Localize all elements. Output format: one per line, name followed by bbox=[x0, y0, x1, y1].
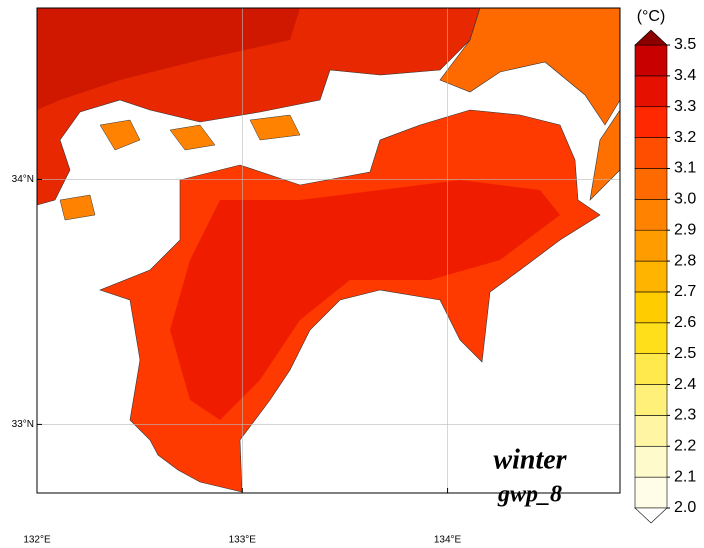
colorbar-bin bbox=[634, 445, 668, 478]
land-shikoku-core bbox=[170, 180, 560, 420]
colorbar-tick-label: 3.0 bbox=[674, 191, 696, 208]
colorbar-tick-label: 2.5 bbox=[674, 345, 696, 362]
colorbar-bin bbox=[634, 384, 668, 416]
colorbar-tick-label: 3.4 bbox=[674, 67, 696, 84]
colorbar-bin bbox=[634, 137, 668, 169]
colorbar-tick-label: 2.3 bbox=[674, 407, 696, 424]
colorbar-bin bbox=[634, 415, 668, 447]
colorbar-tick-label: 2.9 bbox=[674, 221, 696, 238]
colorbar-bin bbox=[634, 44, 668, 77]
colorbar: 2.0 2.1 2.2 2.3 2.4 2.5 2.6 2.7 2.8 2.9 3.0 3.1 3.2 3… bbox=[634, 29, 696, 524]
colorbar-bin bbox=[634, 353, 668, 385]
colorbar-tick-label: 2.7 bbox=[674, 283, 696, 300]
colorbar-unit: (°C) bbox=[637, 8, 666, 25]
map-panel: winter gwp_8 bbox=[36, 7, 621, 508]
y-tick-label: 34°N bbox=[12, 174, 34, 185]
colorbar-bin bbox=[634, 229, 668, 262]
y-tick-label: 33°N bbox=[12, 419, 34, 430]
x-tick-label: 133°E bbox=[229, 535, 257, 546]
colorbar-tick-label: 2.1 bbox=[674, 468, 696, 485]
colorbar-tick-label: 2.8 bbox=[674, 252, 696, 269]
x-tick-label: 134°E bbox=[434, 535, 462, 546]
colorbar-bin bbox=[634, 199, 668, 231]
land-chugoku-west bbox=[37, 8, 300, 110]
colorbar-tick-label: 3.3 bbox=[674, 98, 696, 115]
colorbar-over bbox=[634, 29, 668, 46]
colorbar-bin bbox=[634, 322, 668, 354]
colorbar-tick-label: 3.1 bbox=[674, 160, 696, 177]
colorbar-bin bbox=[634, 260, 668, 293]
map-frame bbox=[36, 7, 621, 494]
colorbar-tick-label: 2.2 bbox=[674, 437, 696, 454]
colorbar-bin bbox=[634, 476, 668, 509]
colorbar-bin bbox=[634, 291, 668, 324]
colorbar-tick-label: 2.4 bbox=[674, 376, 696, 393]
land-islands bbox=[59, 114, 301, 221]
colorbar-bin bbox=[634, 168, 668, 200]
run-label: gwp_8 bbox=[497, 482, 562, 508]
colorbar-under bbox=[634, 507, 668, 524]
colorbar-tick-label: 2.0 bbox=[674, 499, 696, 516]
colorbar-tick-label: 3.5 bbox=[674, 36, 696, 53]
colorbar-bin bbox=[634, 75, 668, 108]
colorbar-tick-label: 3.2 bbox=[674, 129, 696, 146]
season-label: winter bbox=[493, 444, 567, 475]
colorbar-tick-label: 2.6 bbox=[674, 314, 696, 331]
x-tick-label: 132°E bbox=[23, 535, 51, 546]
colorbar-bin bbox=[634, 106, 668, 138]
